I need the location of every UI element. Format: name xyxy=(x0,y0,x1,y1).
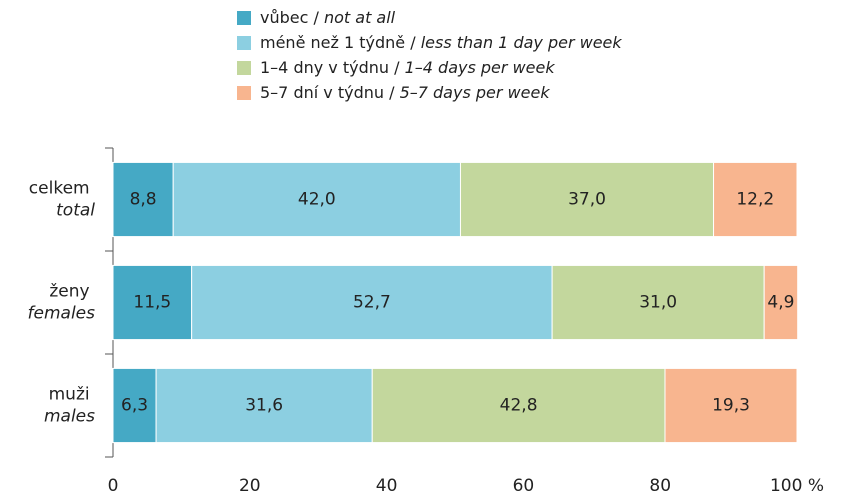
bar-segment xyxy=(112,264,193,341)
bar-segment xyxy=(155,367,373,444)
bar-segment xyxy=(112,367,157,444)
y-tick-label: celkem total xyxy=(29,179,95,221)
value-label: 12,2 xyxy=(736,190,774,210)
value-label: 8,8 xyxy=(130,190,157,210)
value-label: 52,7 xyxy=(353,293,391,313)
value-label: 19,3 xyxy=(712,396,750,416)
x-tick-label: 80 xyxy=(649,476,671,496)
value-label: 31,6 xyxy=(245,396,283,416)
legend-label: 5–7 dní v týdnu / 5–7 days per week xyxy=(260,83,550,102)
bar-segment xyxy=(459,161,715,238)
bar-segment xyxy=(664,367,798,444)
legend-swatch xyxy=(237,86,251,100)
bar-segment xyxy=(172,161,461,238)
y-tick-label: muži males xyxy=(44,385,95,427)
x-tick-label: 40 xyxy=(376,476,398,496)
bar-segment xyxy=(371,367,666,444)
x-tick-label: 60 xyxy=(513,476,535,496)
bar-segment xyxy=(551,264,765,341)
legend-swatch xyxy=(237,11,251,25)
value-label: 4,9 xyxy=(767,293,794,313)
bar-segment xyxy=(191,264,553,341)
value-label: 31,0 xyxy=(639,293,677,313)
legend-label: vůbec / not at all xyxy=(260,8,396,27)
bar-segment xyxy=(763,264,799,341)
value-label: 37,0 xyxy=(568,190,606,210)
bar-segment xyxy=(713,161,798,238)
value-label: 42,8 xyxy=(500,396,538,416)
legend-label: méně než 1 týdně / less than 1 day per w… xyxy=(260,33,622,52)
legend-swatch xyxy=(237,61,251,75)
value-label: 6,3 xyxy=(121,396,148,416)
value-label: 42,0 xyxy=(298,190,336,210)
y-tick-label: ženy females xyxy=(28,282,96,324)
bar-segment xyxy=(112,161,174,238)
legend-label: 1–4 dny v týdnu / 1–4 days per week xyxy=(260,58,555,77)
x-tick-label: 0 xyxy=(108,476,119,496)
value-label: 11,5 xyxy=(133,293,171,313)
x-tick-label: 100 % xyxy=(770,476,824,496)
x-tick-label: 20 xyxy=(239,476,261,496)
legend-swatch xyxy=(237,36,251,50)
